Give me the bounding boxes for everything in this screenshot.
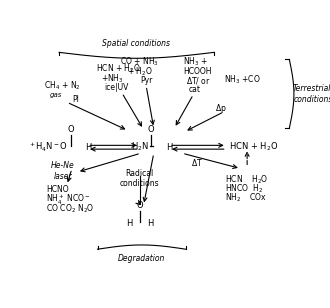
Text: cat: cat bbox=[188, 85, 200, 94]
Text: H: H bbox=[167, 143, 173, 152]
Text: ice: ice bbox=[104, 83, 115, 92]
Text: $^+$H$_4$N$^-$O: $^+$H$_4$N$^-$O bbox=[28, 141, 68, 154]
Text: He-Ne
laser: He-Ne laser bbox=[51, 161, 75, 181]
Text: H: H bbox=[85, 143, 91, 152]
Text: Pyr: Pyr bbox=[140, 76, 152, 85]
Text: O: O bbox=[148, 125, 154, 134]
Text: O: O bbox=[67, 125, 74, 134]
Text: H: H bbox=[126, 219, 132, 228]
Text: O: O bbox=[136, 201, 143, 210]
Text: NH$_2$    COx: NH$_2$ COx bbox=[225, 192, 268, 205]
Text: $\Delta$p: $\Delta$p bbox=[215, 102, 227, 115]
Text: Pl: Pl bbox=[72, 95, 79, 104]
Text: H$_2$N: H$_2$N bbox=[131, 141, 148, 153]
Text: CO + NH$_3$: CO + NH$_3$ bbox=[120, 56, 159, 68]
Text: gas: gas bbox=[50, 92, 63, 98]
Text: HCN + H$_2$O: HCN + H$_2$O bbox=[96, 63, 141, 75]
Text: NH$_4^+$ NCO$^-$: NH$_4^+$ NCO$^-$ bbox=[46, 192, 91, 207]
Text: Radical
conditions: Radical conditions bbox=[120, 168, 159, 188]
Text: CO CO$_2$ N$_2$O: CO CO$_2$ N$_2$O bbox=[46, 203, 94, 215]
Text: HCOOH: HCOOH bbox=[183, 67, 212, 76]
Text: +NH$_3$: +NH$_3$ bbox=[101, 72, 124, 85]
Text: Spatial conditions: Spatial conditions bbox=[102, 38, 170, 48]
Text: HCN    H$_2$O: HCN H$_2$O bbox=[225, 173, 269, 185]
Text: |UV: |UV bbox=[115, 83, 129, 92]
Text: Degradation: Degradation bbox=[117, 254, 165, 263]
Text: $\Delta$T/ or: $\Delta$T/ or bbox=[186, 75, 211, 86]
Text: + H$_2$O: + H$_2$O bbox=[127, 65, 152, 78]
Text: NH$_3$ +CO: NH$_3$ +CO bbox=[224, 73, 261, 86]
Text: H: H bbox=[148, 219, 154, 228]
Text: HCNO: HCNO bbox=[46, 185, 69, 194]
Text: CH$_4$ + N$_2$: CH$_4$ + N$_2$ bbox=[44, 79, 81, 92]
Text: HNCO  H$_2$: HNCO H$_2$ bbox=[225, 183, 264, 195]
Text: $\Delta$T: $\Delta$T bbox=[191, 157, 203, 168]
Text: NH$_3$ +: NH$_3$ + bbox=[183, 56, 208, 68]
Text: Terrestrial
conditions: Terrestrial conditions bbox=[293, 84, 330, 103]
Text: HCN + H$_2$O: HCN + H$_2$O bbox=[229, 141, 279, 153]
